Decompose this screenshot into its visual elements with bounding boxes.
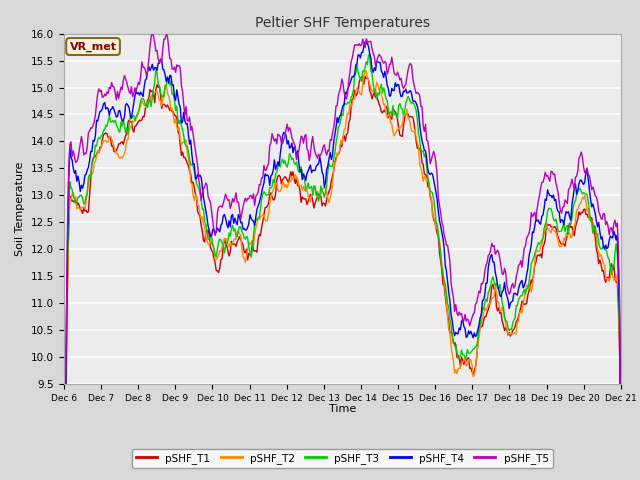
pSHF_T5 [567,181,575,187]
Line: pSHF_T2: pSHF_T2 [64,71,621,480]
Line: pSHF_T3: pSHF_T3 [64,55,621,480]
pSHF_T4 [295,160,303,166]
pSHF_T3 [295,169,303,175]
pSHF_T1 [373,94,381,99]
pSHF_T2 [295,183,303,189]
X-axis label: Time: Time [329,404,356,414]
pSHF_T3 [373,96,381,102]
Line: pSHF_T5: pSHF_T5 [64,32,621,480]
pSHF_T2 [234,228,241,234]
pSHF_T2 [470,372,478,378]
pSHF_T4 [234,222,241,228]
pSHF_T4 [617,476,625,480]
pSHF_T1 [567,225,575,230]
pSHF_T5 [399,85,407,91]
pSHF_T5 [296,141,304,146]
pSHF_T1 [399,123,407,129]
Text: VR_met: VR_met [70,41,116,52]
pSHF_T3 [234,234,241,240]
pSHF_T5 [373,59,381,64]
pSHF_T4 [361,39,369,45]
pSHF_T1 [295,182,303,188]
pSHF_T1 [234,239,241,244]
pSHF_T1 [361,73,369,79]
pSHF_T2 [373,79,381,85]
pSHF_T3 [399,112,407,118]
Line: pSHF_T4: pSHF_T4 [64,42,621,480]
pSHF_T4 [567,217,575,223]
pSHF_T5 [470,310,478,315]
pSHF_T5 [617,465,625,470]
pSHF_T4 [399,88,407,94]
pSHF_T2 [567,235,575,240]
Legend: pSHF_T1, pSHF_T2, pSHF_T3, pSHF_T4, pSHF_T5: pSHF_T1, pSHF_T2, pSHF_T3, pSHF_T4, pSHF… [132,449,553,468]
pSHF_T2 [362,68,370,74]
pSHF_T3 [470,346,478,352]
pSHF_T3 [365,52,372,58]
Line: pSHF_T1: pSHF_T1 [64,76,621,480]
pSHF_T2 [399,113,407,119]
pSHF_T1 [470,368,478,374]
pSHF_T5 [234,199,242,205]
pSHF_T4 [373,59,381,65]
Y-axis label: Soil Temperature: Soil Temperature [15,162,26,256]
pSHF_T3 [567,221,575,227]
pSHF_T5 [148,29,156,35]
Title: Peltier SHF Temperatures: Peltier SHF Temperatures [255,16,430,30]
pSHF_T4 [470,330,478,336]
